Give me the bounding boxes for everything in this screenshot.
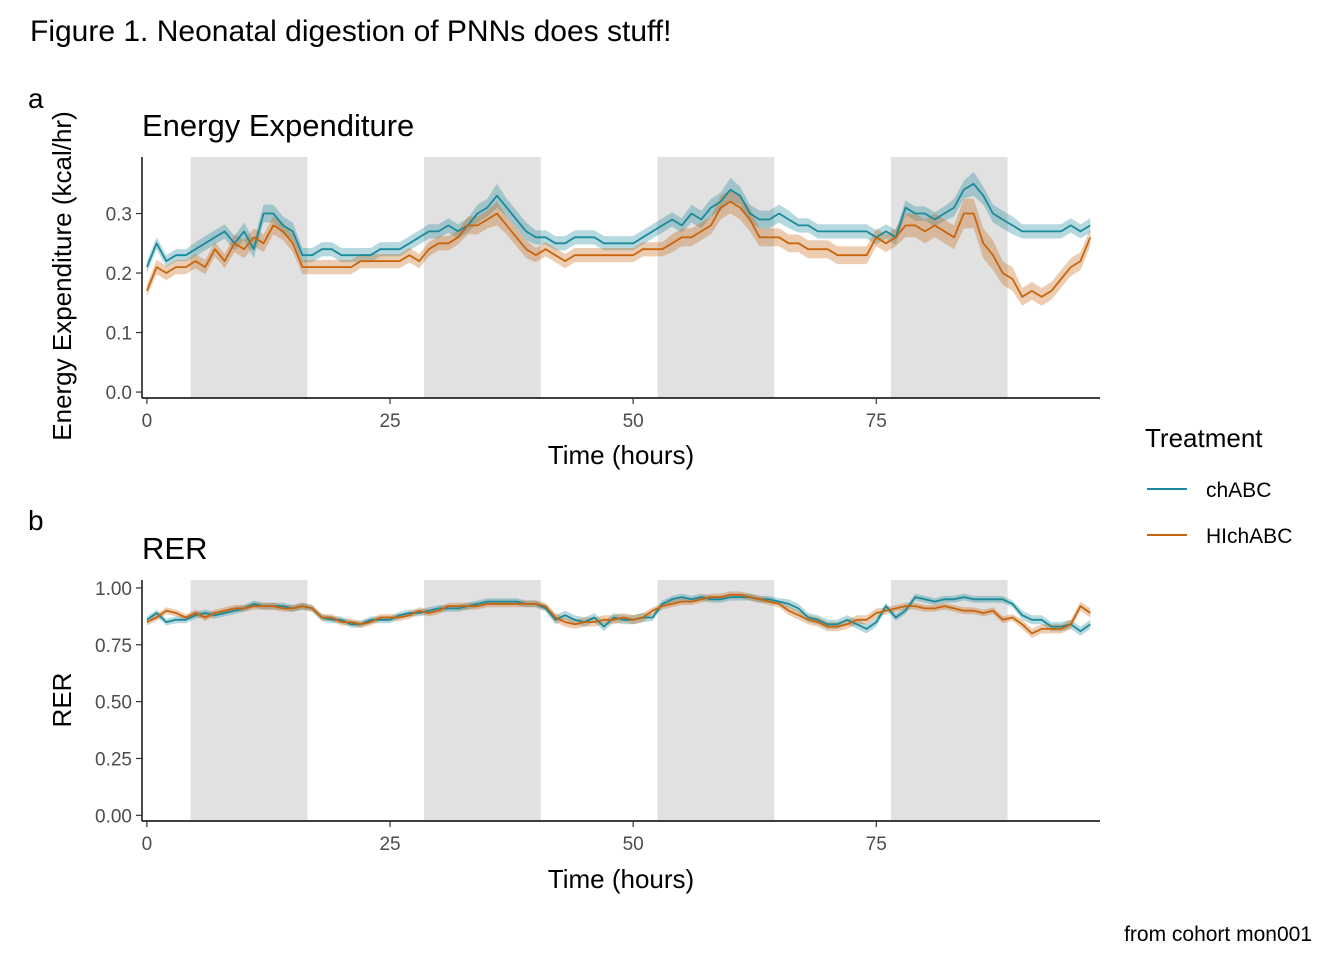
panel-a-y-tick-label: 0.1 (106, 324, 132, 345)
panel-b-dark-period-4 (890, 580, 1008, 821)
panel-b-y-tick-label: 0.25 (95, 749, 132, 770)
panel-b-y-tick-label: 0.75 (95, 636, 132, 657)
legend-label-chabc: chABC (1206, 479, 1271, 502)
panel-b-tag: b (28, 505, 44, 536)
panel-a-y-axis-label: Energy Expenditure (kcal/hr) (47, 111, 77, 440)
panel-b-dark-period-1 (190, 580, 308, 821)
panel-b-x-tick-label: 0 (142, 834, 153, 855)
figure-title: Figure 1. Neonatal digestion of PNNs doe… (30, 15, 671, 48)
panel-b-x-tick-label: 25 (379, 834, 400, 855)
panel-a-x-tick-label: 50 (623, 411, 644, 432)
panel-a-x-tick-label: 0 (142, 411, 153, 432)
panel-a-plot-area: 0.0 0.1 0.2 0.3 0 25 50 75 (106, 157, 1100, 432)
panel-a-line-hichabc (146, 200, 1092, 298)
panel-a-ribbon-chabc (146, 171, 1091, 273)
panel-a-dark-period-1 (190, 157, 308, 398)
panel-b-plot-area: 0.00 0.25 0.50 0.75 1.00 0 25 50 75 (95, 579, 1100, 855)
panel-b-ribbon-hichabc (146, 591, 1091, 638)
panel-a-dark-period-3 (657, 157, 775, 398)
panel-b-y-tick-label: 0.50 (95, 693, 132, 714)
panel-a-x-tick-label: 25 (379, 411, 400, 432)
legend: Treatment chABC HIchABC (1145, 423, 1292, 548)
panel-b-y-tick-label: 1.00 (95, 579, 132, 600)
panel-a-y-tick-label: 0.3 (106, 205, 132, 226)
panel-b-dark-period-2 (424, 580, 541, 821)
panel-b-y-tick-label: 0.00 (95, 806, 132, 827)
panel-a-y-tick-label: 0.0 (106, 383, 132, 404)
panel-a-title: Energy Expenditure (142, 108, 414, 143)
panel-b-y-axis-label: RER (47, 673, 77, 728)
panel-b-title: RER (142, 531, 207, 566)
panel-a-dark-period-2 (424, 157, 541, 398)
panel-b-ribbon-chabc (146, 593, 1091, 636)
panel-a-dark-period-4 (890, 157, 1008, 398)
legend-title: Treatment (1145, 423, 1263, 453)
panel-a-energy-expenditure: a Energy Expenditure Energy Expenditure … (28, 83, 1100, 470)
panel-a-line-chabc (146, 182, 1091, 268)
panel-b-x-tick-label: 75 (866, 834, 887, 855)
panel-a-tag: a (28, 83, 44, 114)
panel-b-x-axis-label: Time (hours) (548, 864, 694, 894)
panel-b-rer: b RER RER Time (hours) 0.00 0.25 0.50 0.75 1… (28, 505, 1100, 894)
panel-b-x-tick-label: 50 (623, 834, 644, 855)
panel-b-dark-period-3 (657, 580, 775, 821)
legend-label-hichabc: HIchABC (1206, 525, 1292, 548)
panel-a-x-axis-label: Time (hours) (548, 440, 694, 470)
caption: from cohort mon001 (1124, 923, 1312, 946)
panel-a-y-tick-label: 0.2 (106, 264, 132, 285)
panel-a-x-tick-label: 75 (866, 411, 887, 432)
panel-b-line-hichabc (146, 593, 1091, 635)
